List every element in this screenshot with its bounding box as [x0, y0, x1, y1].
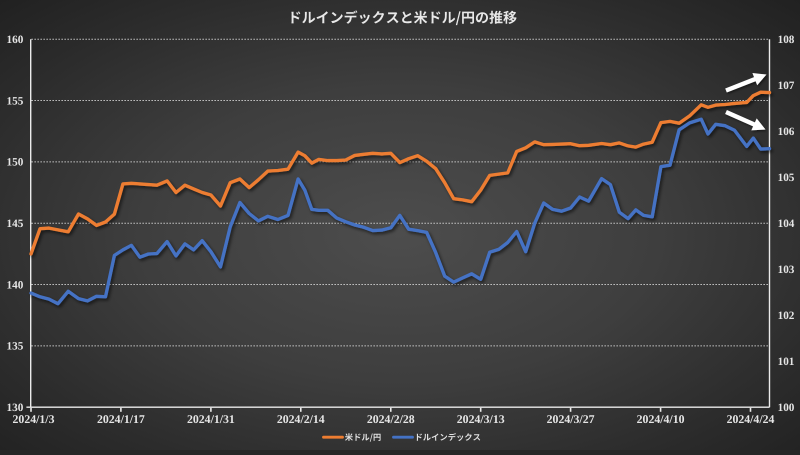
svg-text:145: 145 — [7, 218, 24, 230]
svg-text:160: 160 — [7, 34, 24, 46]
svg-text:2024/1/3: 2024/1/3 — [13, 412, 55, 426]
svg-text:101: 101 — [778, 356, 795, 368]
svg-text:103: 103 — [778, 264, 795, 276]
svg-text:107: 107 — [778, 80, 795, 92]
svg-text:106: 106 — [778, 126, 795, 138]
svg-text:150: 150 — [7, 157, 24, 169]
svg-text:2024/3/13: 2024/3/13 — [457, 412, 505, 426]
svg-text:2024/3/27: 2024/3/27 — [547, 412, 595, 426]
svg-text:2024/1/31: 2024/1/31 — [187, 412, 235, 426]
svg-text:135: 135 — [7, 341, 24, 353]
svg-text:2024/2/14: 2024/2/14 — [277, 412, 325, 426]
svg-text:2024/2/28: 2024/2/28 — [367, 412, 415, 426]
svg-text:102: 102 — [778, 310, 795, 322]
svg-text:155: 155 — [7, 95, 24, 107]
svg-text:2024/4/24: 2024/4/24 — [727, 412, 775, 426]
svg-text:2024/4/10: 2024/4/10 — [637, 412, 685, 426]
svg-text:130: 130 — [7, 402, 24, 414]
svg-text:2024/1/17: 2024/1/17 — [97, 412, 145, 426]
svg-text:140: 140 — [7, 279, 24, 291]
svg-text:104: 104 — [778, 218, 795, 230]
svg-text:100: 100 — [778, 402, 795, 414]
svg-text:108: 108 — [778, 34, 795, 46]
svg-text:105: 105 — [778, 172, 795, 184]
